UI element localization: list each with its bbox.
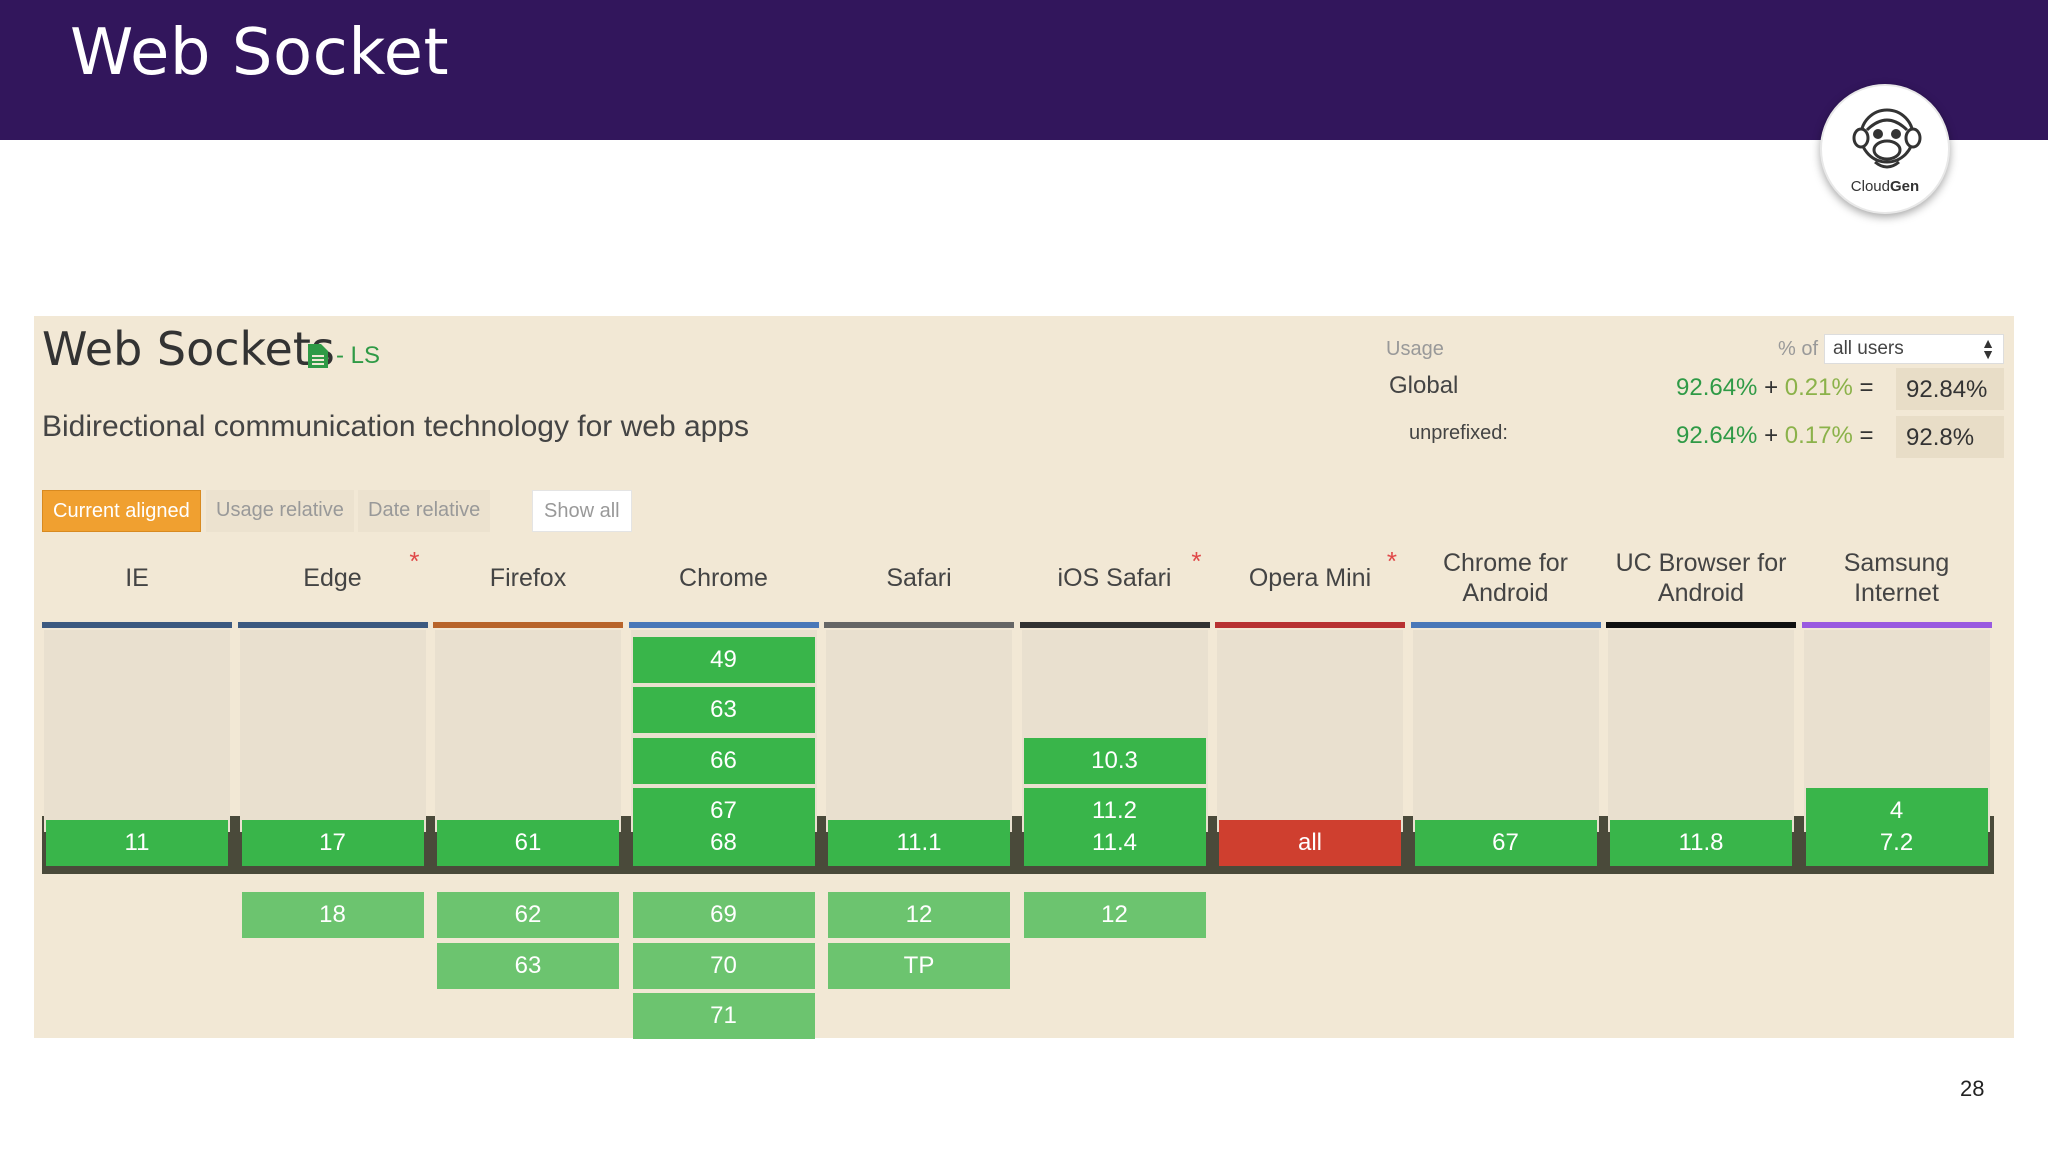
feature-description: Bidirectional communication technology f… xyxy=(42,410,750,443)
global-label: Global xyxy=(1389,372,1459,399)
browser-name: iOS Safari xyxy=(1057,564,1172,592)
browser-color-line xyxy=(1215,622,1405,628)
version-cell-future[interactable]: 70 xyxy=(632,942,815,989)
browser-header: Samsung Internet xyxy=(1802,536,1992,620)
version-cell-current[interactable]: 61 xyxy=(437,820,619,866)
tab-date-relative[interactable]: Date relative xyxy=(358,490,491,532)
browser-header: UC Browser for Android xyxy=(1606,536,1796,620)
browser-name: Safari xyxy=(886,564,952,592)
version-cell-past[interactable]: 10.3 xyxy=(1023,737,1206,784)
past-versions-area xyxy=(1217,630,1403,832)
version-cell-current[interactable]: 11.8 xyxy=(1610,820,1792,866)
page-number: 28 xyxy=(1960,1076,1985,1101)
past-versions-area xyxy=(239,630,426,832)
past-versions-area xyxy=(826,630,1012,832)
users-select-value: all users xyxy=(1833,338,1904,359)
browser-header: Chrome xyxy=(629,536,819,620)
past-versions-area xyxy=(1412,630,1599,832)
version-cell-current[interactable]: 11.1 xyxy=(828,820,1010,866)
tab-current-aligned[interactable]: Current aligned xyxy=(42,490,201,532)
browser-header: Opera Mini * xyxy=(1215,536,1405,620)
version-cell-current[interactable]: 7.2 xyxy=(1805,820,1988,866)
version-cell-past[interactable]: 49 xyxy=(632,636,815,683)
version-cell-future[interactable]: TP xyxy=(828,942,1010,989)
version-cell-current[interactable]: 67 xyxy=(1414,820,1597,866)
slide-title: Web Socket xyxy=(70,16,450,90)
slide-header-bar xyxy=(0,0,2048,140)
version-cell-future[interactable]: 69 xyxy=(632,892,815,938)
browser-name: Chrome for Android xyxy=(1442,549,1569,607)
version-cell-current[interactable]: all xyxy=(1219,820,1401,866)
browser-color-line xyxy=(1801,622,1992,628)
browser-header: Safari xyxy=(824,536,1014,620)
tab-usage-relative[interactable]: Usage relative xyxy=(206,490,354,532)
browser-name: UC Browser for Android xyxy=(1615,549,1787,607)
browser-color-line xyxy=(628,622,819,628)
browser-color-line xyxy=(237,622,428,628)
version-cell-current[interactable]: 68 xyxy=(632,820,815,866)
browser-name: Edge xyxy=(303,564,362,592)
spec-status-label[interactable]: - LS xyxy=(336,342,381,369)
version-cell-current[interactable]: 11 xyxy=(46,820,228,866)
version-cell-current[interactable]: 17 xyxy=(241,820,424,866)
note-asterisk-icon[interactable]: * xyxy=(1386,546,1397,576)
show-all-button[interactable]: Show all xyxy=(532,490,632,532)
users-select[interactable]: all users ▲ ▼ xyxy=(1824,334,2004,364)
document-icon xyxy=(308,344,328,368)
browser-name: Opera Mini xyxy=(1248,564,1372,592)
browser-color-line xyxy=(1410,622,1601,628)
version-cell-future[interactable]: 12 xyxy=(1023,892,1206,938)
browser-name: Firefox xyxy=(489,564,567,592)
unprefixed-usage-numbers: 92.64% + 0.17% = xyxy=(1676,422,1874,449)
browser-name: Chrome xyxy=(679,564,768,592)
version-cell-future[interactable]: 18 xyxy=(241,892,424,938)
browser-color-line xyxy=(1606,622,1796,628)
note-asterisk-icon[interactable]: * xyxy=(1191,546,1202,576)
browser-name: IE xyxy=(125,564,149,592)
unprefixed-label: unprefixed: xyxy=(1409,422,1508,444)
global-usage-total: 92.84% xyxy=(1896,368,2004,410)
usage-label: Usage xyxy=(1386,338,1444,360)
version-cell-future[interactable]: 62 xyxy=(437,892,619,938)
version-cell-future[interactable]: 12 xyxy=(828,892,1010,938)
browser-header: iOS Safari * xyxy=(1020,536,1210,620)
browser-header: IE xyxy=(42,536,232,620)
browser-color-line xyxy=(433,622,623,628)
global-usage-numbers: 92.64% + 0.21% = xyxy=(1676,374,1874,401)
browser-header: Firefox xyxy=(433,536,623,620)
feature-title: Web Sockets xyxy=(42,322,335,376)
note-asterisk-icon[interactable]: * xyxy=(409,546,420,576)
browser-color-line xyxy=(1019,622,1210,628)
browser-name: Samsung Internet xyxy=(1843,549,1950,607)
version-cell-past[interactable]: 66 xyxy=(632,737,815,784)
past-versions-area xyxy=(435,630,621,832)
version-cell-future[interactable]: 63 xyxy=(437,942,619,989)
browser-header: Chrome for Android xyxy=(1411,536,1601,620)
select-arrows-icon: ▲ ▼ xyxy=(1981,335,1995,362)
monkey-icon xyxy=(1852,108,1922,169)
logo-text: CloudGen xyxy=(1850,178,1920,195)
percent-of-label: % of xyxy=(1778,338,1819,360)
version-cell-past[interactable]: 63 xyxy=(632,687,815,733)
unprefixed-usage-total: 92.8% xyxy=(1896,416,2004,458)
browser-header: Edge * xyxy=(238,536,428,620)
cloudgen-logo: CloudGen xyxy=(1820,84,1950,214)
past-versions-area xyxy=(44,630,230,832)
caniuse-panel: Web Sockets - LS Bidirectional communica… xyxy=(34,316,2014,1039)
browser-color-line xyxy=(824,622,1014,628)
version-cell-future[interactable]: 71 xyxy=(632,993,815,1039)
version-cell-current[interactable]: 11.4 xyxy=(1023,820,1206,866)
past-versions-area xyxy=(1608,630,1794,832)
browser-color-line xyxy=(42,622,232,628)
